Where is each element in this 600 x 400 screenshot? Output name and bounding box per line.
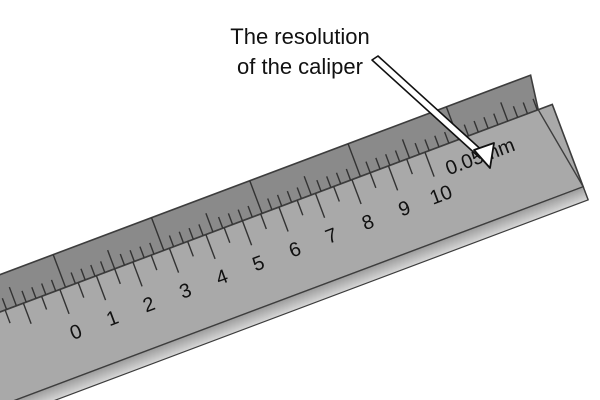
main-scale-tick bbox=[512, 105, 519, 118]
vernier-tick bbox=[132, 261, 143, 287]
vernier-tick bbox=[333, 186, 340, 202]
main-scale-tick bbox=[129, 250, 135, 262]
vernier-scale-ticks bbox=[4, 152, 435, 325]
main-scale-tick bbox=[198, 224, 204, 236]
main-scale-tick bbox=[1, 298, 8, 310]
vernier-tick bbox=[241, 220, 253, 246]
vernier-tick bbox=[351, 179, 362, 205]
main-scale-tick bbox=[303, 176, 312, 196]
main-scale-tick bbox=[50, 279, 57, 292]
main-scale-tick bbox=[99, 261, 106, 273]
main-scale-tick bbox=[267, 198, 273, 211]
main-scale-tick bbox=[365, 161, 371, 174]
main-scale-tick bbox=[414, 142, 421, 155]
vernier-tick bbox=[168, 248, 180, 273]
main-scale-ticks bbox=[1, 98, 538, 310]
vernier-tick bbox=[296, 200, 304, 216]
main-scale-tick bbox=[347, 143, 362, 177]
annotation-label: The resolution of the caliper bbox=[175, 22, 425, 82]
main-scale-tick bbox=[522, 102, 529, 114]
main-scale-tick bbox=[483, 117, 489, 129]
arrow-head bbox=[473, 142, 495, 169]
vernier-tick bbox=[4, 309, 11, 324]
main-scale-tick bbox=[434, 135, 440, 148]
annotation-line-1: The resolution bbox=[230, 24, 370, 49]
main-scale-tick bbox=[276, 194, 283, 207]
vernier-tick bbox=[314, 193, 326, 219]
main-scale-tick bbox=[375, 157, 381, 170]
vernier-tick bbox=[278, 206, 289, 232]
main-scale-tick bbox=[463, 124, 470, 137]
main-scale-tick bbox=[168, 235, 175, 247]
vernier-tick bbox=[369, 172, 377, 189]
main-scale-tick bbox=[52, 254, 67, 288]
main-scale-tick bbox=[21, 290, 27, 303]
main-scale-tick bbox=[70, 272, 77, 284]
main-scale-tick bbox=[249, 180, 263, 214]
vernier-tick bbox=[150, 254, 158, 271]
vernier-tick bbox=[77, 282, 85, 298]
main-scale-tick bbox=[227, 213, 234, 225]
vernier-tick bbox=[22, 302, 32, 325]
vernier-tick bbox=[260, 213, 267, 230]
main-scale-tick bbox=[394, 150, 401, 163]
main-scale-tick bbox=[384, 153, 391, 166]
main-scale-tick bbox=[40, 283, 47, 296]
main-scale-tick bbox=[90, 264, 96, 277]
vernier-tick bbox=[223, 227, 231, 243]
main-scale-tick bbox=[205, 212, 214, 233]
annotation-line-2: of the caliper bbox=[237, 54, 363, 79]
main-scale-tick bbox=[532, 98, 538, 111]
main-scale-tick bbox=[493, 113, 499, 126]
main-scale-tick bbox=[8, 286, 18, 307]
main-scale-tick bbox=[473, 120, 479, 133]
main-scale-tick bbox=[286, 190, 293, 203]
main-scale-tick bbox=[401, 139, 411, 159]
main-scale-tick bbox=[149, 242, 155, 255]
main-scale-tick bbox=[247, 205, 253, 218]
main-scale-tick bbox=[217, 216, 224, 229]
main-scale-tick bbox=[119, 253, 126, 266]
pointer-arrow bbox=[371, 55, 495, 169]
vernier-tick bbox=[387, 165, 399, 191]
vernier-tick bbox=[406, 158, 414, 175]
main-scale-tick bbox=[80, 268, 86, 281]
main-scale-tick bbox=[296, 187, 303, 199]
main-scale-tick bbox=[424, 139, 430, 151]
main-scale-tick bbox=[106, 249, 116, 270]
vernier-tick bbox=[187, 241, 194, 257]
main-scale-tick bbox=[335, 172, 342, 185]
main-scale-tick bbox=[316, 179, 322, 192]
main-scale-tick bbox=[443, 131, 450, 144]
vernier-tick bbox=[205, 234, 216, 260]
scale-end-bevel bbox=[537, 109, 589, 201]
main-scale-tick bbox=[178, 231, 185, 244]
main-scale-tick bbox=[500, 102, 509, 122]
vernier-tick bbox=[59, 289, 70, 315]
main-scale-tick bbox=[326, 176, 332, 188]
vernier-tick bbox=[95, 275, 107, 301]
main-scale-tick bbox=[31, 286, 37, 299]
main-scale-tick bbox=[139, 246, 145, 259]
vernier-tick bbox=[424, 152, 435, 177]
main-scale-tick bbox=[345, 168, 352, 181]
vernier-tick bbox=[40, 296, 48, 310]
main-scale-tick bbox=[150, 217, 165, 251]
vernier-tick bbox=[114, 268, 121, 285]
main-scale-tick bbox=[188, 227, 194, 240]
main-scale-tick bbox=[237, 209, 244, 222]
